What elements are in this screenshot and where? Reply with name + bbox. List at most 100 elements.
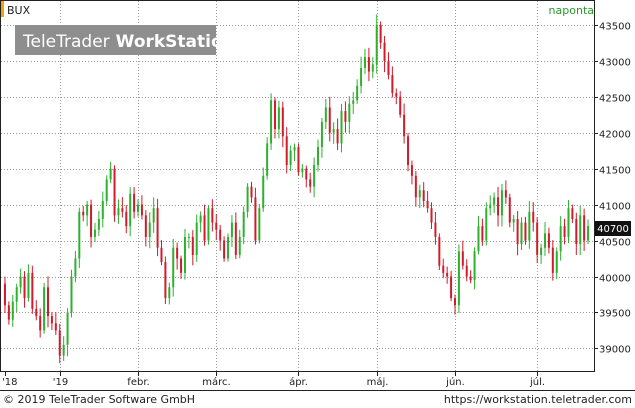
candle-body bbox=[273, 100, 276, 130]
y-tick-label: 42000 bbox=[599, 130, 631, 141]
candle-body bbox=[504, 190, 507, 198]
candle-body bbox=[183, 236, 186, 273]
candle-body bbox=[125, 211, 128, 227]
source-url[interactable]: https://workstation.teletrader.com bbox=[444, 393, 632, 406]
candle-body bbox=[317, 147, 320, 166]
candle-body bbox=[485, 208, 488, 241]
candle-body bbox=[160, 247, 163, 263]
candle-body bbox=[129, 193, 132, 227]
candle-body bbox=[356, 85, 359, 101]
candle-body bbox=[414, 175, 417, 198]
candle-body bbox=[340, 111, 343, 144]
candle-body bbox=[50, 316, 53, 324]
y-tick-label: 43500 bbox=[599, 22, 631, 33]
candle-body bbox=[293, 147, 296, 151]
candle-body bbox=[289, 150, 292, 166]
candle-body bbox=[461, 251, 464, 266]
candle-body bbox=[508, 197, 511, 223]
candle-body bbox=[438, 236, 441, 266]
candle-body bbox=[489, 204, 492, 209]
candle-body bbox=[367, 57, 370, 72]
x-tick-label: ápr. bbox=[289, 376, 308, 388]
candle-body bbox=[543, 233, 546, 248]
candle-body bbox=[180, 258, 183, 273]
candle-body bbox=[195, 222, 198, 255]
candle-body bbox=[450, 276, 453, 299]
candle-body bbox=[54, 323, 57, 331]
candle-body bbox=[395, 93, 398, 97]
copyright-text: © 2019 TeleTrader Software GmbH bbox=[3, 393, 195, 406]
candle-body bbox=[242, 211, 245, 237]
candle-body bbox=[238, 236, 241, 255]
candle-body bbox=[348, 103, 351, 122]
y-tick-label: 42500 bbox=[599, 94, 631, 105]
candle-body bbox=[227, 236, 230, 259]
candle-body bbox=[493, 197, 496, 205]
candle-body bbox=[148, 222, 151, 237]
candle-body bbox=[547, 233, 550, 248]
candle-body bbox=[207, 208, 210, 241]
candle-body bbox=[258, 208, 261, 241]
candle-body bbox=[309, 179, 312, 187]
candle-body bbox=[168, 287, 171, 299]
last-price-label: 40700 bbox=[597, 224, 629, 235]
candle-body bbox=[481, 226, 484, 241]
candle-body bbox=[524, 222, 527, 241]
candle-body bbox=[250, 186, 253, 198]
candle-body bbox=[383, 42, 386, 61]
candle-body bbox=[336, 129, 339, 144]
candle-body bbox=[579, 215, 582, 245]
candle-body bbox=[399, 96, 402, 115]
y-axis: 39000 39500 40000 40500 41000 41500 42000 42500… bbox=[594, 22, 631, 356]
candle-body bbox=[93, 229, 96, 237]
candle-body bbox=[66, 312, 69, 345]
candle-body bbox=[320, 121, 323, 148]
candle-body bbox=[540, 247, 543, 255]
candle-body bbox=[324, 107, 327, 122]
candle-body bbox=[571, 208, 574, 219]
candle-body bbox=[328, 107, 331, 133]
candle-body bbox=[453, 298, 456, 306]
candle-body bbox=[82, 211, 85, 216]
candle-body bbox=[363, 57, 366, 68]
y-tick-label: 39500 bbox=[599, 309, 631, 320]
candle-body bbox=[15, 287, 18, 302]
candle-body bbox=[352, 100, 355, 104]
candle-body bbox=[583, 215, 586, 241]
x-tick-label: febr. bbox=[127, 377, 149, 388]
candle-body bbox=[43, 287, 46, 331]
candle-body bbox=[172, 247, 175, 288]
candle-body bbox=[144, 215, 147, 237]
candle-body bbox=[234, 222, 237, 255]
candle-body bbox=[407, 136, 410, 166]
candle-body bbox=[410, 165, 413, 176]
y-tick-label: 41000 bbox=[599, 202, 631, 213]
candle-body bbox=[23, 276, 26, 299]
candle-body bbox=[473, 251, 476, 281]
candle-body bbox=[536, 222, 539, 255]
candle-body bbox=[47, 287, 50, 317]
candle-body bbox=[551, 247, 554, 273]
candle-body bbox=[74, 258, 77, 277]
x-axis: '18 '19 febr. márc. ápr. máj. jún. júl. bbox=[2, 371, 545, 388]
candle-body bbox=[391, 75, 394, 94]
candle-body bbox=[360, 67, 363, 86]
candle-body bbox=[133, 193, 136, 212]
candle-body bbox=[215, 222, 218, 230]
candle-body bbox=[140, 204, 143, 216]
candle-body bbox=[58, 330, 61, 356]
candle-body bbox=[465, 265, 468, 277]
candle-body bbox=[332, 129, 335, 133]
symbol-accent-bar bbox=[1, 1, 4, 17]
candle-body bbox=[113, 168, 116, 216]
candle-body bbox=[246, 186, 249, 212]
candle-body bbox=[301, 168, 304, 173]
x-tick-label: '19 bbox=[53, 377, 68, 388]
interval-label[interactable]: naponta bbox=[549, 4, 594, 17]
candle-body bbox=[305, 168, 308, 180]
x-tick-label: '18 bbox=[2, 377, 17, 388]
last-price-tag bbox=[595, 221, 631, 236]
candle-body bbox=[575, 218, 578, 245]
